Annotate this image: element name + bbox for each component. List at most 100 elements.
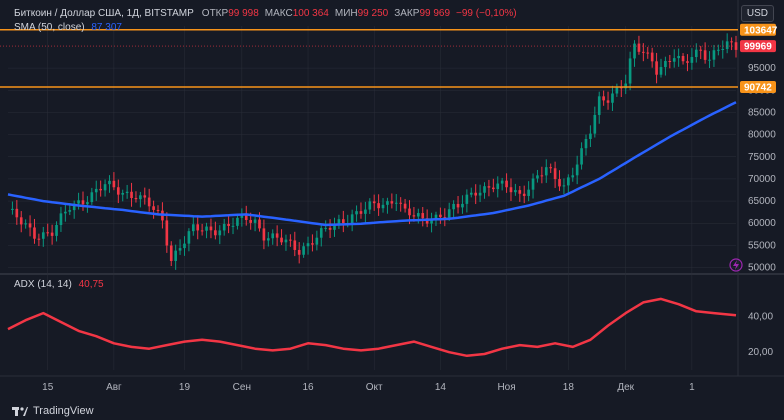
price-label-text: 99969 bbox=[744, 42, 772, 53]
candle-body bbox=[408, 208, 411, 216]
candle-body bbox=[531, 178, 535, 190]
adx-label[interactable]: ADX (14, 14) bbox=[14, 279, 72, 290]
candle-body bbox=[169, 245, 173, 262]
candle-body bbox=[465, 194, 469, 204]
price-tick-label: 70000 bbox=[748, 174, 776, 185]
candle-body bbox=[284, 239, 288, 243]
candle-body bbox=[319, 228, 323, 238]
candle-body bbox=[571, 175, 575, 178]
candle-body bbox=[116, 187, 120, 195]
candle-body bbox=[183, 243, 186, 249]
candle-body bbox=[505, 180, 508, 188]
ohlc-value: −99 (−0,10%) bbox=[456, 8, 517, 19]
candle-body bbox=[721, 48, 725, 50]
candle-body bbox=[33, 227, 36, 239]
candle-body bbox=[368, 201, 372, 210]
candle-body bbox=[659, 67, 663, 75]
candle-body bbox=[125, 191, 129, 194]
lightning-icon[interactable] bbox=[729, 258, 743, 272]
ohlc-value: 99 969 bbox=[419, 8, 451, 19]
candle-body bbox=[333, 223, 336, 230]
candle-body bbox=[597, 96, 601, 115]
sma-line[interactable] bbox=[7, 101, 737, 227]
candle-body bbox=[134, 198, 138, 200]
candle-body bbox=[289, 239, 292, 241]
candle-body bbox=[324, 227, 327, 229]
candle-body bbox=[328, 227, 332, 230]
time-tick-label: Сен bbox=[233, 382, 251, 393]
candle-body bbox=[147, 197, 151, 207]
adx-line[interactable] bbox=[7, 297, 737, 358]
candle-body bbox=[275, 233, 279, 238]
candle-body bbox=[712, 50, 716, 60]
candle-body bbox=[174, 250, 177, 262]
sma-value: 87 307 bbox=[91, 22, 122, 33]
candle-body bbox=[218, 230, 222, 236]
candle-body bbox=[86, 202, 89, 205]
price-tick-label: 75000 bbox=[748, 152, 776, 163]
candle-body bbox=[522, 193, 526, 196]
candle-body bbox=[350, 214, 354, 224]
candle-body bbox=[708, 59, 711, 61]
candle-body bbox=[77, 200, 80, 204]
candle-body bbox=[434, 214, 438, 221]
candle-body bbox=[262, 228, 266, 241]
candle-body bbox=[580, 148, 583, 165]
candle-body bbox=[191, 224, 195, 232]
candle-body bbox=[492, 187, 495, 190]
candle-body bbox=[196, 224, 200, 231]
candle-body bbox=[443, 217, 447, 219]
candle-body bbox=[575, 164, 579, 176]
candle-body bbox=[222, 223, 226, 231]
candle-body bbox=[156, 209, 160, 211]
candle-body bbox=[390, 201, 394, 204]
candle-body bbox=[483, 186, 486, 193]
candle-body bbox=[474, 192, 478, 196]
candle-body bbox=[55, 225, 58, 236]
candle-body bbox=[209, 226, 213, 231]
candle-body bbox=[227, 223, 230, 226]
candle-body bbox=[694, 49, 698, 58]
candle-body bbox=[421, 213, 425, 219]
ohlc-key: ОТКР bbox=[201, 8, 229, 19]
candle-body bbox=[725, 41, 729, 49]
tradingview-logo[interactable]: TradingView bbox=[12, 405, 94, 417]
candle-body bbox=[664, 60, 667, 68]
candle-body bbox=[72, 203, 76, 211]
candle-body bbox=[681, 55, 685, 62]
candle-body bbox=[417, 213, 420, 217]
candle-body bbox=[266, 238, 270, 241]
candle-body bbox=[11, 208, 14, 210]
candle-body bbox=[46, 232, 50, 234]
candle-body bbox=[297, 249, 301, 255]
candle-body bbox=[103, 184, 107, 191]
candle-body bbox=[540, 175, 544, 177]
candle-body bbox=[386, 201, 389, 205]
ohlc-value: 99 250 bbox=[357, 8, 389, 19]
candle-body bbox=[24, 223, 27, 225]
symbol-title[interactable]: Биткоин / Доллар США, 1Д, BITSTAMP bbox=[14, 8, 194, 19]
candle-body bbox=[527, 189, 530, 196]
price-tick-label: 55000 bbox=[748, 240, 776, 251]
time-tick-label: Окт bbox=[366, 382, 383, 393]
ohlc-value: 99 998 bbox=[228, 8, 259, 19]
price-tick-label: 80000 bbox=[748, 130, 776, 141]
candle-body bbox=[130, 191, 133, 199]
candle-body bbox=[99, 188, 102, 191]
time-tick-label: Ноя bbox=[497, 382, 515, 393]
candle-body bbox=[359, 211, 363, 214]
sma-label[interactable]: SMA (50, close) bbox=[14, 22, 85, 33]
adx-tick-label: 40,00 bbox=[748, 312, 773, 323]
candle-body bbox=[650, 52, 654, 62]
candle-body bbox=[672, 58, 676, 62]
candle-body bbox=[553, 168, 557, 180]
candle-body bbox=[94, 188, 98, 193]
candle-body bbox=[258, 219, 261, 229]
candle-body bbox=[469, 192, 473, 195]
candle-body bbox=[15, 208, 19, 218]
currency-button[interactable]: USD bbox=[740, 5, 774, 22]
candle-body bbox=[205, 226, 208, 231]
time-tick-label: 19 bbox=[179, 382, 191, 393]
ohlc-key: ЗАКР bbox=[394, 8, 420, 19]
